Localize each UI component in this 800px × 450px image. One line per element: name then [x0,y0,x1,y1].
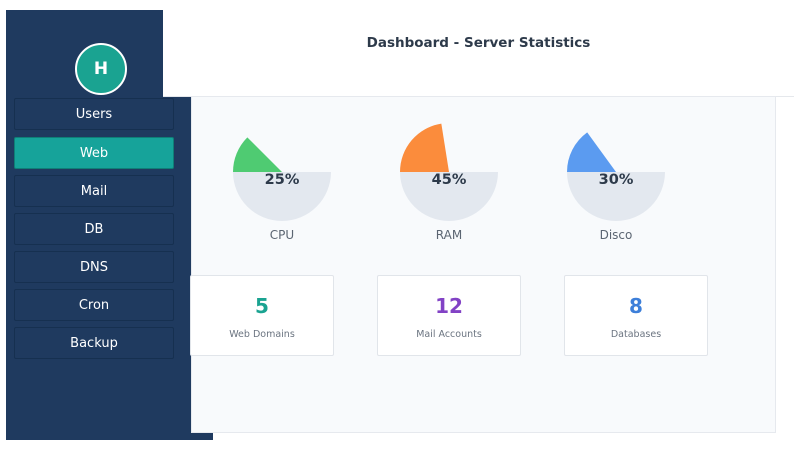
stat-card-value: 5 [255,294,269,318]
sidebar-item-cron[interactable]: Cron [14,289,174,321]
main-panel [191,96,776,433]
sidebar-item-mail[interactable]: Mail [14,175,174,207]
stat-card-value: 8 [629,294,643,318]
stat-card-web-domains: 5 Web Domains [190,275,334,356]
gauge-cpu-label: CPU [269,228,295,242]
sidebar-item-web[interactable]: Web [14,137,174,169]
gauge-disco-value: 30% [598,172,634,188]
stat-card-databases: 8 Databases [564,275,708,356]
stat-card-label: Databases [610,329,662,340]
sidebar-item-db[interactable]: DB [14,213,174,245]
gauge-cpu-value: 25% [264,172,300,188]
page-title: Dashboard - Server Statistics [366,35,591,51]
stat-card-label: Web Domains [229,329,295,340]
avatar[interactable]: H [75,43,127,95]
header: Dashboard - Server Statistics [163,10,794,97]
stat-card-value: 12 [435,294,463,318]
gauge-ram-value: 45% [431,172,467,188]
sidebar-item-backup[interactable]: Backup [14,327,174,359]
sidebar-item-users[interactable]: Users [14,98,174,130]
gauge-ram-label: RAM [435,228,463,242]
stat-card-mail-accounts: 12 Mail Accounts [377,275,521,356]
stat-card-label: Mail Accounts [416,329,482,340]
sidebar-item-dns[interactable]: DNS [14,251,174,283]
gauge-disco-label: Disco [599,228,633,242]
